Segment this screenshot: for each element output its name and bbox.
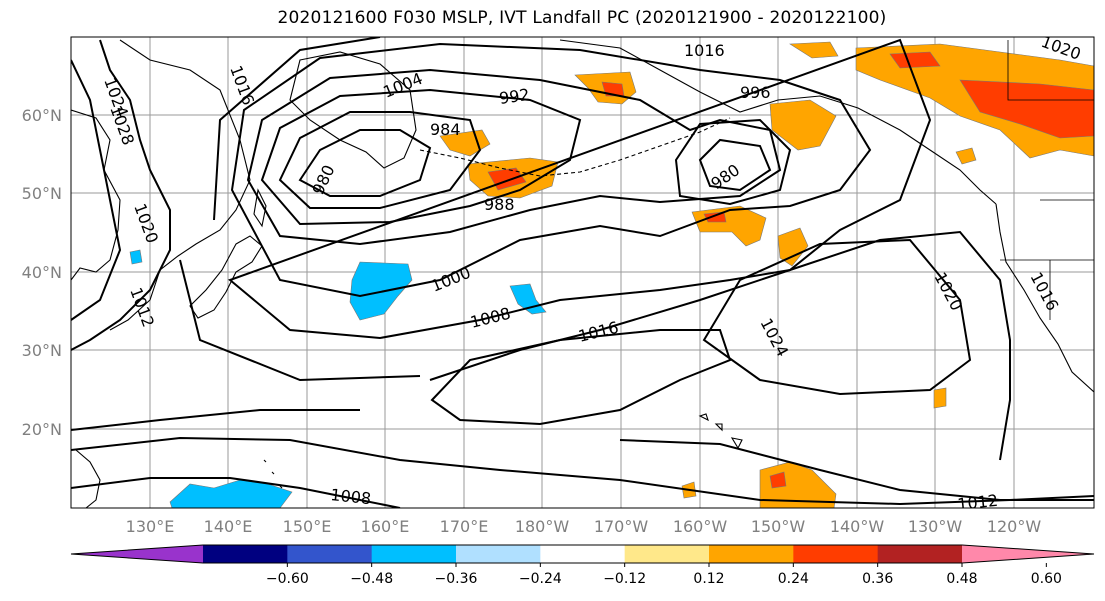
colorbar: −0.60 −0.48 −0.36 −0.24 −0.12 0.12 0.24 0.36 0.4…	[70, 544, 1095, 587]
longitude-labels: 130°E 140°E 150°E 160°E 170°E 180°W 170°…	[126, 517, 1042, 536]
mslp-contours	[71, 37, 1094, 508]
lat-label: 30°N	[22, 341, 62, 360]
contour-label: 1012	[956, 491, 998, 514]
lon-label: 180°W	[515, 517, 570, 536]
colorbar-cell	[456, 545, 541, 563]
mslp-contour-low-gulf	[674, 118, 792, 206]
map-border	[70, 36, 1095, 509]
contour-label: 992	[498, 85, 531, 108]
lon-label: 170°E	[440, 517, 489, 536]
lon-label: 150°E	[283, 517, 332, 536]
colorbar-outline	[70, 544, 1095, 564]
lon-label: 160°E	[361, 517, 410, 536]
colorbar-cell	[709, 545, 794, 563]
asia-coastline	[109, 39, 251, 331]
philippines-coastline	[75, 449, 101, 508]
lon-label: 130°E	[126, 517, 175, 536]
colorbar-tick-label: −0.36	[435, 571, 478, 587]
colorbar-cell	[203, 545, 288, 563]
positive-ivt-region	[933, 387, 947, 409]
aleutian-islands	[419, 117, 731, 177]
negative-ivt-region	[129, 249, 143, 265]
colorbar-tick-labels: −0.60 −0.48 −0.36 −0.24 −0.12 0.12 0.24 0.36 0.4…	[266, 563, 1062, 587]
mslp-contour-1000	[230, 42, 872, 298]
pacific-islands	[263, 459, 283, 489]
colorbar-tick-label: 0.60	[1031, 571, 1062, 587]
north-america-borders	[1000, 40, 1094, 320]
sakhalin-coastline	[253, 188, 267, 228]
colorbar-tick-label: −0.48	[350, 571, 393, 587]
lon-label: 140°W	[830, 517, 885, 536]
mslp-contour-1024	[430, 329, 732, 426]
lon-label: 170°W	[594, 517, 649, 536]
hawaii-islands	[698, 413, 743, 450]
lon-label: 120°W	[987, 517, 1042, 536]
mslp-contour-1016	[179, 230, 1011, 461]
positive-ivt-region	[769, 99, 837, 151]
latitude-labels: 60°N 50°N 40°N 30°N 20°N	[22, 106, 62, 439]
mslp-contour-992	[246, 68, 782, 246]
colorbar-tick-label: −0.12	[603, 571, 646, 587]
contour-label: 996	[740, 83, 771, 102]
positive-ivt-region	[959, 79, 1094, 139]
colorbar-tick-label: 0.12	[693, 571, 724, 587]
positive-ivt-region	[777, 227, 809, 267]
positive-ivt-region	[889, 51, 941, 69]
mslp-contour-low-gulf	[698, 138, 772, 192]
colorbar-tick-label: −0.24	[519, 571, 562, 587]
mslp-contour-asia-high	[71, 39, 171, 351]
mslp-contour-980	[298, 129, 432, 197]
kamchatka-coastline	[289, 51, 417, 169]
colorbar-cell	[877, 545, 963, 563]
lon-label: 130°W	[908, 517, 963, 536]
alaska-coastline	[559, 39, 997, 205]
contour-label: 1016	[684, 41, 725, 60]
colorbar-extend-high	[962, 545, 1094, 563]
colorbar-cell	[287, 545, 373, 563]
lat-label: 40°N	[22, 263, 62, 282]
map-title: 2020121600 F030 MSLP, IVT Landfall PC (2…	[277, 8, 887, 28]
colorbar-cell	[371, 545, 457, 563]
graticule	[71, 37, 1094, 508]
lon-label: 150°W	[751, 517, 806, 536]
mslp-contour-988	[260, 88, 582, 226]
mslp-contour-asia-high	[71, 59, 122, 321]
colorbar-extend-low	[71, 545, 203, 563]
contour-label: 984	[430, 120, 461, 139]
contour-label: 988	[484, 195, 515, 214]
colorbar-cell	[540, 545, 626, 563]
lon-label: 160°W	[673, 517, 728, 536]
mslp-contour-1008	[213, 37, 932, 340]
positive-ivt-region	[769, 471, 787, 489]
asia-coastline	[71, 109, 121, 281]
lat-label: 50°N	[22, 184, 62, 203]
mslp-contour-1012	[71, 436, 1094, 506]
positive-ivt-region	[955, 147, 977, 165]
colorbar-tick-label: 0.36	[862, 571, 893, 587]
mslp-contour-1020	[702, 238, 972, 396]
lat-label: 60°N	[22, 106, 62, 125]
mslp-contour-984	[278, 111, 482, 209]
positive-ivt-region	[789, 41, 839, 59]
contour-label: 1008	[330, 485, 372, 508]
lat-label: 20°N	[22, 420, 62, 439]
colorbar-tick-label: 0.24	[778, 571, 809, 587]
colorbar-cell	[624, 545, 710, 563]
colorbar-tick-label: −0.60	[266, 571, 309, 587]
mslp-contour-1008-south	[71, 477, 401, 508]
colorbar-cells	[70, 544, 1095, 564]
coastlines	[71, 39, 1094, 508]
colorbar-cell	[793, 545, 879, 563]
colorbar-tick-label: 0.48	[946, 571, 977, 587]
lon-label: 140°E	[204, 517, 253, 536]
north-america-coastline	[995, 203, 1094, 393]
